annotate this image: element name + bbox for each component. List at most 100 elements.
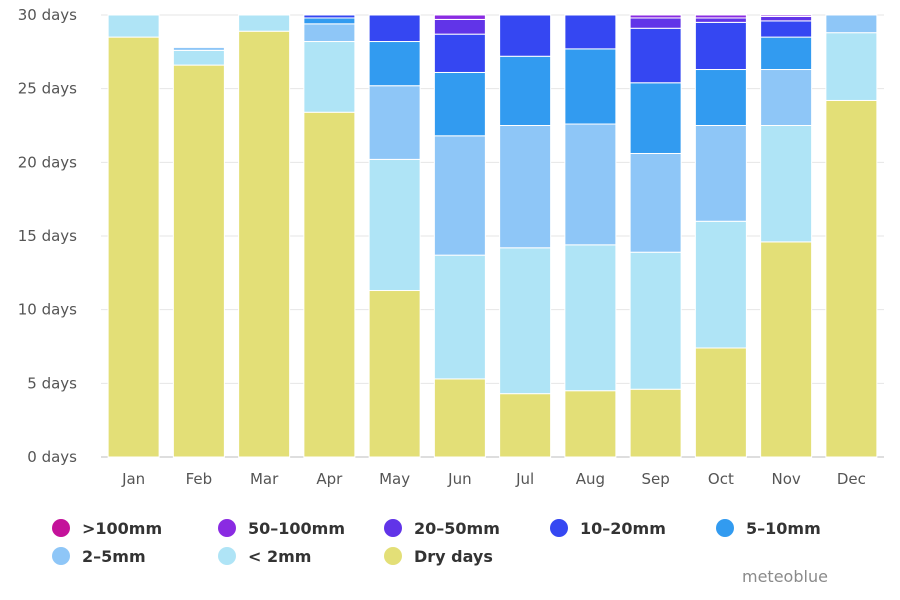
bar-segment[interactable]	[303, 41, 356, 113]
legend-swatch	[218, 519, 236, 537]
bar-segment[interactable]	[172, 49, 225, 66]
bar-segment[interactable]	[825, 32, 878, 101]
bar-segment[interactable]	[564, 244, 617, 392]
legend-swatch	[52, 519, 70, 537]
y-tick-label: 5 days	[27, 374, 77, 392]
legend-item-lt2mm[interactable]: < 2mm	[218, 547, 384, 566]
bar-segment[interactable]	[368, 14, 421, 43]
bar-segment[interactable]	[564, 390, 617, 458]
bar-segment[interactable]	[303, 23, 356, 43]
bar-segment[interactable]	[499, 125, 552, 249]
bar-segment[interactable]	[564, 123, 617, 246]
bar-segment[interactable]	[433, 14, 486, 20]
legend-item-2-5mm[interactable]: 2–5mm	[52, 547, 218, 566]
bar-segment[interactable]	[368, 158, 421, 292]
x-tick-label: Oct	[708, 470, 734, 488]
legend-swatch	[716, 519, 734, 537]
legend-row: >100mm 50–100mm 20–50mm 10–20mm 5–10mm	[52, 514, 852, 542]
bar-segment[interactable]	[629, 17, 682, 29]
bar-segment[interactable]	[629, 27, 682, 84]
legend-swatch	[52, 547, 70, 565]
bar-segment[interactable]	[433, 71, 486, 137]
bar-segment[interactable]	[629, 251, 682, 390]
bar-segment[interactable]	[760, 15, 813, 22]
x-tick-label: Feb	[186, 470, 213, 488]
legend-item-gt100mm[interactable]: >100mm	[52, 519, 218, 538]
x-tick-label: Jun	[447, 470, 471, 488]
bar-segment[interactable]	[368, 290, 421, 458]
x-tick-label: Sep	[641, 470, 669, 488]
legend-label: >100mm	[82, 518, 163, 538]
bar-segment[interactable]	[499, 55, 552, 126]
bar-segment[interactable]	[433, 254, 486, 380]
bar-segment[interactable]	[629, 388, 682, 458]
bar-segment[interactable]	[499, 247, 552, 395]
bar-segment[interactable]	[694, 220, 747, 349]
x-tick-label: Aug	[576, 470, 605, 488]
x-tick-label: Apr	[316, 470, 343, 488]
bar-segment[interactable]	[433, 33, 486, 73]
x-tick-label: Nov	[771, 470, 800, 488]
legend-item-20-50mm[interactable]: 20–50mm	[384, 519, 550, 538]
legend-label: Dry days	[414, 546, 493, 566]
bar-segment[interactable]	[694, 14, 747, 19]
y-tick-label: 20 days	[18, 153, 77, 171]
bar-segment[interactable]	[433, 18, 486, 35]
bar-segment[interactable]	[760, 36, 813, 71]
bar-segment[interactable]	[499, 14, 552, 57]
bar-segment[interactable]	[760, 125, 813, 243]
bar-segment[interactable]	[303, 14, 356, 19]
bar-segment[interactable]	[303, 111, 356, 458]
legend-item-50-100mm[interactable]: 50–100mm	[218, 519, 384, 538]
bar-segment[interactable]	[433, 378, 486, 458]
legend-swatch	[218, 547, 236, 565]
bar-series	[107, 14, 878, 458]
bar-segment[interactable]	[760, 241, 813, 458]
legend-swatch	[550, 519, 568, 537]
bar-segment[interactable]	[629, 82, 682, 154]
bar-segment[interactable]	[694, 21, 747, 71]
x-tick-label: May	[379, 470, 410, 488]
bar-segment[interactable]	[368, 85, 421, 160]
bar-segment[interactable]	[760, 69, 813, 127]
bar-segment[interactable]	[499, 393, 552, 458]
bar-segment[interactable]	[433, 135, 486, 256]
bar-segment[interactable]	[564, 14, 617, 50]
legend-row: 2–5mm < 2mm Dry days	[52, 542, 852, 570]
bar-segment[interactable]	[172, 64, 225, 458]
bar-segment[interactable]	[694, 347, 747, 458]
bar-segment[interactable]	[694, 125, 747, 222]
legend-label: 2–5mm	[82, 546, 146, 566]
x-tick-label: Jul	[515, 470, 534, 488]
bar-segment[interactable]	[107, 14, 160, 38]
bar-segment[interactable]	[107, 36, 160, 458]
y-axis: 0 days 5 days 10 days 15 days 20 days 25 days…	[18, 6, 77, 466]
y-tick-label: 0 days	[27, 448, 77, 466]
legend-item-dry-days[interactable]: Dry days	[384, 547, 550, 566]
credit-label[interactable]: meteoblue	[742, 567, 828, 586]
bar-segment[interactable]	[629, 14, 682, 19]
bar-segment[interactable]	[825, 14, 878, 34]
y-tick-label: 10 days	[18, 301, 77, 319]
x-tick-label: Dec	[837, 470, 866, 488]
bar-segment[interactable]	[760, 14, 813, 17]
bar-segment[interactable]	[629, 152, 682, 253]
legend-label: 10–20mm	[580, 518, 666, 538]
bar-segment[interactable]	[303, 17, 356, 25]
bar-segment[interactable]	[694, 17, 747, 23]
legend-label: < 2mm	[248, 546, 312, 566]
legend-item-5-10mm[interactable]: 5–10mm	[716, 519, 882, 538]
bar-segment[interactable]	[172, 46, 225, 51]
bar-segment[interactable]	[825, 99, 878, 458]
bar-segment[interactable]	[760, 20, 813, 38]
x-axis: Jan Feb Mar Apr May Jun Jul Aug Sep Oct Nov Dec	[121, 470, 866, 488]
x-tick-label: Jan	[121, 470, 145, 488]
legend-item-10-20mm[interactable]: 10–20mm	[550, 519, 716, 538]
bar-segment[interactable]	[238, 14, 291, 32]
bar-segment[interactable]	[368, 41, 421, 87]
bar-segment[interactable]	[238, 30, 291, 458]
bar-segment[interactable]	[564, 48, 617, 125]
legend-label: 50–100mm	[248, 518, 346, 538]
bar-segment[interactable]	[694, 69, 747, 127]
